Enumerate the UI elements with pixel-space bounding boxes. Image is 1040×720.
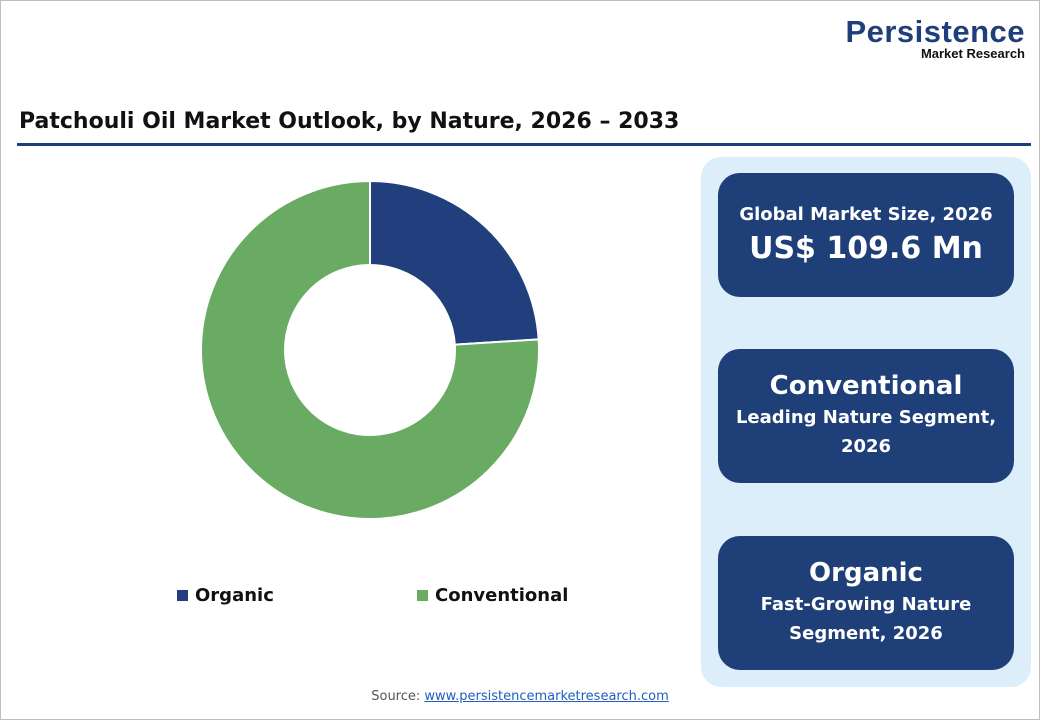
source-link[interactable]: www.persistencemarketresearch.com bbox=[424, 689, 669, 704]
title-divider bbox=[17, 143, 1031, 146]
market-size-label: Global Market Size, 2026 bbox=[739, 204, 993, 225]
leading-segment-card: Conventional Leading Nature Segment, 202… bbox=[718, 349, 1014, 483]
source-label: Source: bbox=[371, 689, 425, 704]
chart-title: Patchouli Oil Market Outlook, by Nature,… bbox=[19, 109, 680, 134]
summary-panel: Global Market Size, 2026 US$ 109.6 Mn Co… bbox=[701, 157, 1031, 687]
logo-subtext: Market Research bbox=[920, 46, 1025, 61]
legend-swatch-conventional bbox=[417, 590, 428, 601]
fast-growing-value: Organic bbox=[809, 558, 923, 588]
leading-segment-label: Leading Nature Segment, 2026 bbox=[735, 407, 997, 457]
donut-slice-organic bbox=[369, 179, 540, 346]
legend-swatch-organic bbox=[177, 590, 188, 601]
fast-growing-label: Fast-Growing Nature Segment, 2026 bbox=[760, 594, 972, 644]
legend-label-conventional: Conventional bbox=[435, 585, 569, 606]
legend-item-organic: Organic bbox=[177, 585, 274, 606]
fast-growing-card: Organic Fast-Growing Nature Segment, 202… bbox=[718, 536, 1014, 670]
source-note: Source: www.persistencemarketresearch.co… bbox=[1, 689, 1039, 704]
legend-item-conventional: Conventional bbox=[417, 585, 568, 606]
legend-label-organic: Organic bbox=[195, 585, 274, 606]
market-size-value: US$ 109.6 Mn bbox=[749, 231, 983, 266]
leading-segment-value: Conventional bbox=[769, 371, 963, 401]
donut-slice-conventional bbox=[200, 179, 541, 520]
market-size-card: Global Market Size, 2026 US$ 109.6 Mn bbox=[718, 173, 1014, 297]
logo-text: Persistence bbox=[845, 14, 1025, 49]
donut-chart bbox=[200, 179, 541, 520]
logo: Persistence Market Research bbox=[845, 14, 1025, 61]
